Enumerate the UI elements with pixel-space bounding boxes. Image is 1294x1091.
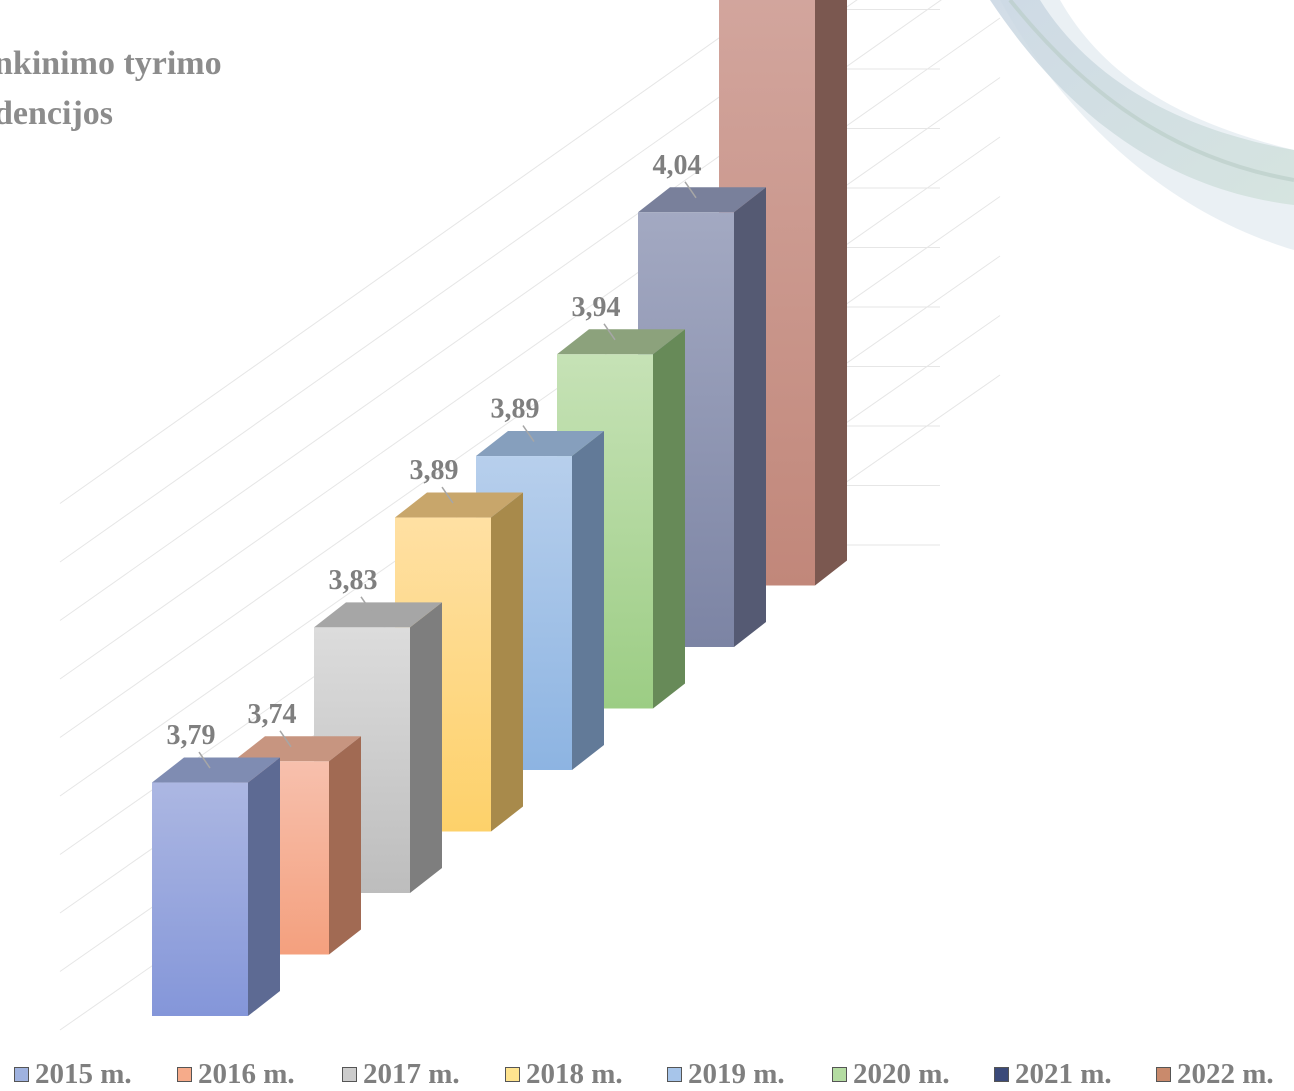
bar-top [152,757,280,783]
bar-top [395,492,523,518]
bar-side [572,431,604,770]
legend-swatch [832,1067,847,1082]
label-leader-line [441,486,454,504]
legend-swatch [177,1067,192,1082]
data-labels-group: 3,793,743,833,893,893,944,044,27 [167,150,702,769]
data-label: 3,89 [410,455,459,486]
bar-side [653,329,685,709]
legend-label: 2022 m. [1177,1058,1274,1090]
bar-side [734,187,766,648]
bar-top [314,602,442,628]
label-leader-line [198,751,211,769]
legend-item: 2016 m. [177,1058,295,1091]
legend-swatch [342,1067,357,1082]
legend-item: 2022 m. [1156,1058,1274,1091]
legend-item: 2019 m. [667,1058,785,1091]
bars-group [152,0,847,1016]
bar-side [410,602,442,893]
bar-side [248,757,280,1016]
bar-top [638,187,766,213]
legend-item: 2021 m. [994,1058,1112,1091]
bar-side [491,492,523,832]
data-label: 3,74 [248,699,297,730]
legend-label: 2019 m. [688,1058,785,1090]
chart-title-line-2: dencijos [0,95,113,132]
decorative-swoosh [990,0,1294,250]
legend-swatch [14,1067,29,1082]
data-label: 4,04 [653,150,702,181]
label-leader-line [684,181,697,199]
label-leader-line [360,596,373,614]
bar-side [815,0,847,586]
data-label: 3,79 [167,720,216,751]
legend-label: 2018 m. [526,1058,623,1090]
label-leader-line [603,323,616,341]
legend-swatch [505,1067,520,1082]
legend-item: 2020 m. [832,1058,950,1091]
bar-front [152,782,248,1016]
label-leader-line [279,730,292,748]
bar-side [329,736,361,955]
legend-swatch [994,1067,1009,1082]
legend-label: 2021 m. [1015,1058,1112,1090]
legend-swatch [667,1067,682,1082]
data-label: 3,83 [329,565,378,596]
bar-top [233,736,361,762]
legend-swatch [1156,1067,1171,1082]
legend: 2015 m. 2016 m. 2017 m. 2018 m. 2019 m. 2020 … [14,1058,1294,1091]
legend-item: 2018 m. [505,1058,623,1091]
legend-label: 2020 m. [853,1058,950,1090]
bar-top [557,329,685,355]
bar-2015m [152,757,280,1016]
chart-title-line-1: nkinimo tyrimo [0,45,222,82]
legend-label: 2016 m. [198,1058,295,1090]
legend-label: 2017 m. [363,1058,460,1090]
gridline-oblique [59,0,774,504]
label-leader-line [522,425,535,442]
legend-label: 2015 m. [35,1058,132,1090]
swoosh-band-inner [990,0,1294,205]
legend-item: 2017 m. [342,1058,460,1091]
data-label: 3,89 [491,394,540,425]
legend-item: 2015 m. [14,1058,132,1091]
bar-top [476,431,604,457]
swoosh-stroke [1008,0,1294,182]
bar-2021m [638,187,766,648]
data-label: 3,94 [572,292,621,323]
